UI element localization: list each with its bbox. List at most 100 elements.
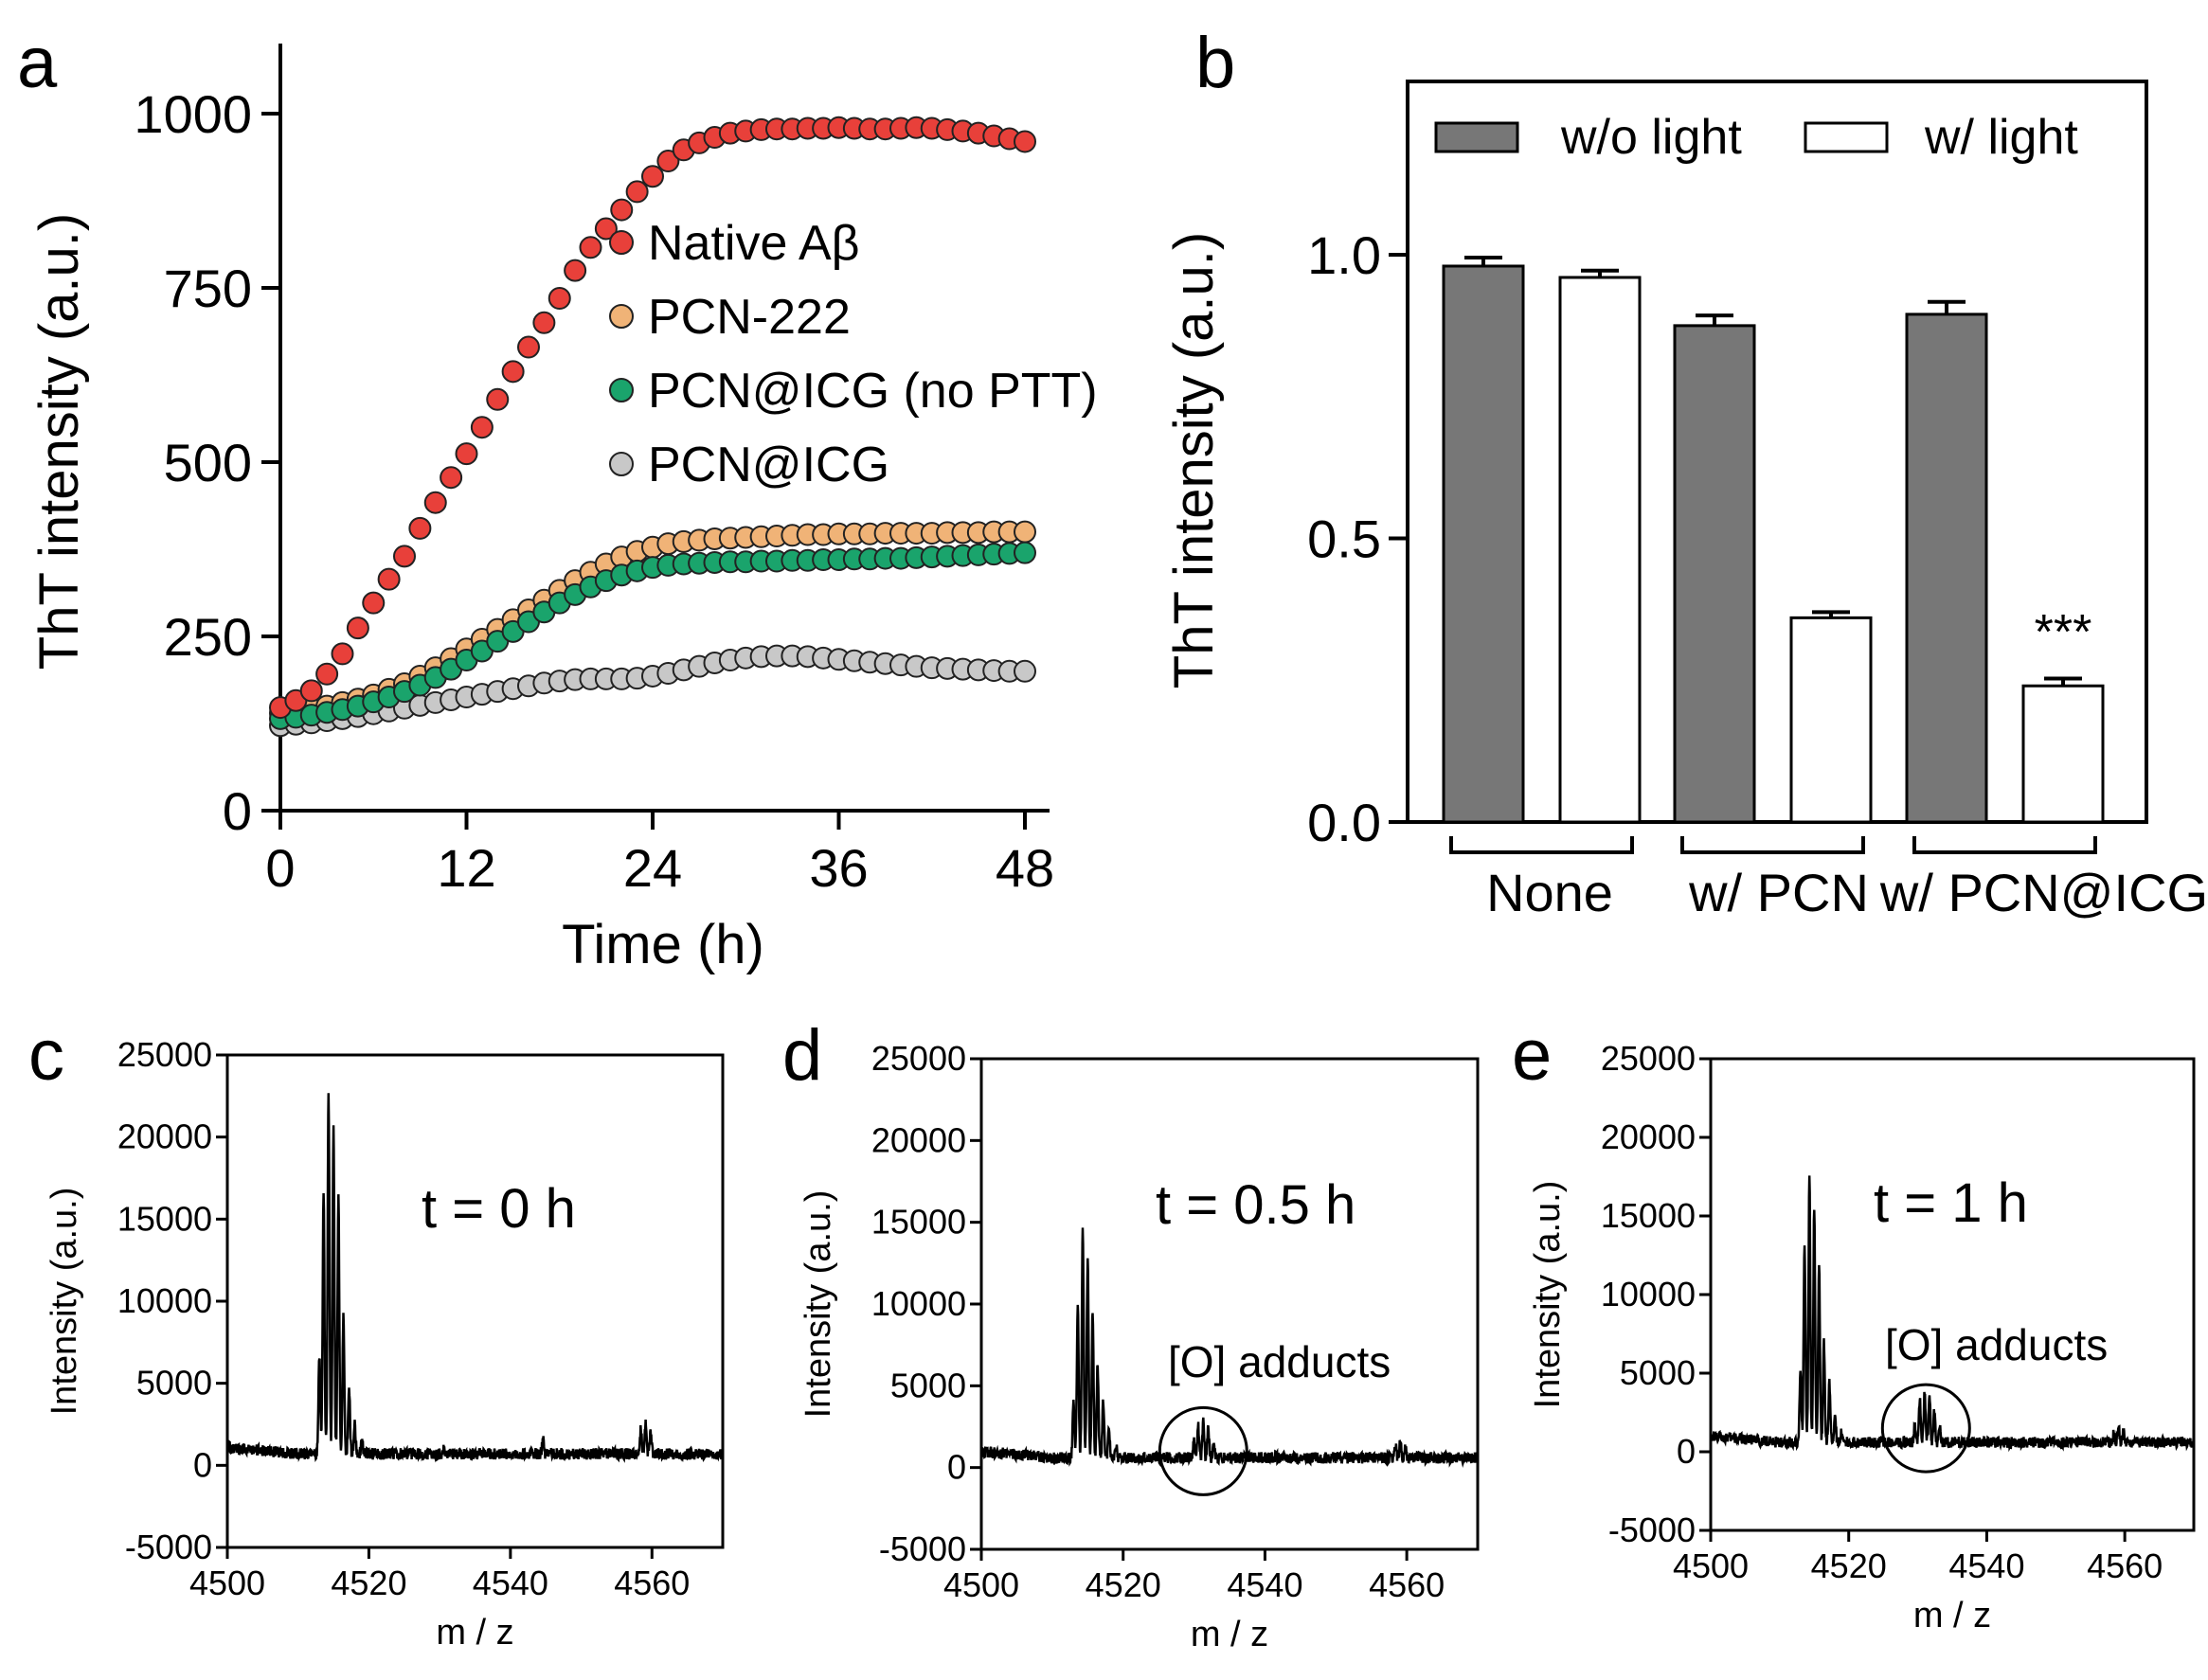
data-point bbox=[486, 387, 510, 411]
significance-label: *** bbox=[2035, 605, 2092, 660]
x-axis-title: Time (h) bbox=[562, 914, 764, 975]
y-tick-label: 250 bbox=[164, 607, 252, 667]
bar bbox=[1905, 313, 1988, 824]
data-point bbox=[423, 491, 447, 514]
y-tick-label: 5000 bbox=[890, 1366, 966, 1404]
y-tick-label: -5000 bbox=[125, 1528, 212, 1566]
data-point bbox=[455, 442, 478, 466]
panel-label-c: c bbox=[28, 1015, 64, 1096]
panel-e: e -5000 0 5000 10000 15000 20000 25000 4500 4520 4… bbox=[1512, 1015, 2196, 1635]
x-tick-label: 4540 bbox=[1948, 1546, 2024, 1585]
y-tick-label: 0 bbox=[193, 1445, 212, 1484]
y-tick-label: 25000 bbox=[117, 1035, 212, 1074]
y-tick-label: -5000 bbox=[1608, 1510, 1696, 1549]
x-tick-label: 4540 bbox=[473, 1564, 548, 1602]
x-axis-title: m / z bbox=[436, 1613, 513, 1653]
spectrum-trace bbox=[225, 1093, 725, 1463]
panel-label-d: d bbox=[782, 1015, 822, 1096]
y-tick-label: 15000 bbox=[117, 1199, 212, 1238]
data-point bbox=[393, 545, 416, 568]
x-tick-label: 0 bbox=[265, 838, 295, 898]
data-point bbox=[346, 617, 369, 640]
x-tick-label: 4500 bbox=[1673, 1546, 1749, 1585]
data-point bbox=[1014, 520, 1036, 544]
y-axis-title: Intensity (a.u.) bbox=[1528, 1181, 1568, 1409]
data-point bbox=[641, 165, 664, 188]
adduct-label: [O] adducts bbox=[1885, 1320, 2108, 1369]
plot-frame bbox=[225, 1053, 725, 1549]
legend-label: PCN@ICG (no PTT) bbox=[648, 364, 1098, 419]
legend-label: PCN@ICG bbox=[648, 438, 889, 492]
y-tick-label: 10000 bbox=[871, 1284, 966, 1323]
x-tick-label: 12 bbox=[437, 838, 495, 898]
plot-frame bbox=[1406, 80, 2148, 824]
data-point bbox=[1014, 130, 1036, 153]
data-point bbox=[299, 679, 323, 703]
data-point bbox=[315, 662, 339, 686]
category-label: w/ PCN@ICG bbox=[1879, 863, 2208, 922]
x-tick-label: 4520 bbox=[331, 1564, 406, 1602]
bar bbox=[1789, 616, 1873, 824]
y-tick-label: 750 bbox=[164, 259, 252, 318]
y-tick-label: 500 bbox=[164, 433, 252, 492]
data-point bbox=[501, 360, 525, 384]
y-tick-label: 0.0 bbox=[1307, 793, 1381, 852]
data-point bbox=[470, 416, 494, 439]
y-axis-title: Intensity (a.u.) bbox=[799, 1190, 838, 1419]
x-tick-label: 4560 bbox=[2087, 1546, 2163, 1585]
adduct-circle bbox=[1880, 1383, 1971, 1474]
bar bbox=[1442, 264, 1525, 824]
legend-label: Native Aβ bbox=[648, 216, 860, 271]
panel-a: a 0 250 500 750 1000 0 12 24 36 48 Time (h) ThT inte… bbox=[17, 23, 1098, 975]
y-tick-label: 20000 bbox=[117, 1117, 212, 1156]
bar bbox=[1558, 276, 1642, 824]
category-label: w/ PCN bbox=[1688, 863, 1869, 922]
panel-label-b: b bbox=[1195, 23, 1235, 103]
panel-d: d -5000 0 5000 10000 15000 20000 25000 4500 4520 4… bbox=[782, 1015, 1480, 1654]
y-axis-title: Intensity (a.u.) bbox=[45, 1188, 84, 1416]
x-tick-label: 24 bbox=[623, 838, 682, 898]
y-tick-label: 20000 bbox=[871, 1120, 966, 1159]
spectrum-trace bbox=[979, 1227, 1480, 1468]
plot-frame bbox=[1709, 1057, 2196, 1532]
y-tick-label: 5000 bbox=[1620, 1353, 1696, 1392]
x-tick-label: 4560 bbox=[614, 1564, 690, 1602]
panel-c: c -5000 0 5000 10000 15000 20000 25000 4500 4520 4… bbox=[28, 1015, 725, 1653]
category-label: None bbox=[1486, 863, 1613, 922]
y-tick-label: 10000 bbox=[1601, 1275, 1696, 1314]
category-bracket bbox=[1912, 836, 2097, 854]
adduct-label: [O] adducts bbox=[1168, 1337, 1391, 1386]
spectrum-trace bbox=[1709, 1175, 2196, 1453]
y-tick-label: 5000 bbox=[136, 1364, 212, 1403]
legend-marker bbox=[609, 304, 634, 329]
x-tick-label: 48 bbox=[996, 838, 1054, 898]
y-tick-label: 15000 bbox=[871, 1203, 966, 1242]
data-point bbox=[517, 335, 540, 359]
legend-label: w/ light bbox=[1924, 110, 2078, 165]
x-axis-title: m / z bbox=[1191, 1615, 1268, 1654]
panel-b: b 0.0 0.5 1.0 ThT intensity (a.u.) None w/ PCN… bbox=[1163, 23, 2208, 922]
x-tick-label: 4540 bbox=[1227, 1565, 1302, 1604]
legend-swatch bbox=[1434, 121, 1519, 153]
data-point bbox=[331, 642, 354, 666]
y-tick-label: 0 bbox=[947, 1448, 966, 1487]
time-annotation: t = 0.5 h bbox=[1156, 1174, 1355, 1236]
y-tick-label: 10000 bbox=[117, 1281, 212, 1320]
data-point bbox=[1014, 659, 1036, 683]
y-tick-label: 1000 bbox=[134, 84, 252, 144]
category-bracket bbox=[1680, 836, 1865, 854]
category-bracket bbox=[1449, 836, 1634, 854]
y-tick-label: 1.0 bbox=[1307, 225, 1381, 285]
y-tick-label: -5000 bbox=[879, 1529, 966, 1568]
legend-label: w/o light bbox=[1560, 110, 1742, 165]
panel-label-a: a bbox=[17, 23, 58, 103]
data-point bbox=[610, 198, 634, 222]
data-point bbox=[625, 180, 649, 204]
data-point bbox=[579, 236, 602, 259]
bar bbox=[2021, 684, 2105, 824]
adduct-circle bbox=[1158, 1405, 1248, 1496]
data-point bbox=[408, 516, 432, 540]
data-point bbox=[594, 217, 618, 241]
data-point bbox=[564, 259, 587, 282]
